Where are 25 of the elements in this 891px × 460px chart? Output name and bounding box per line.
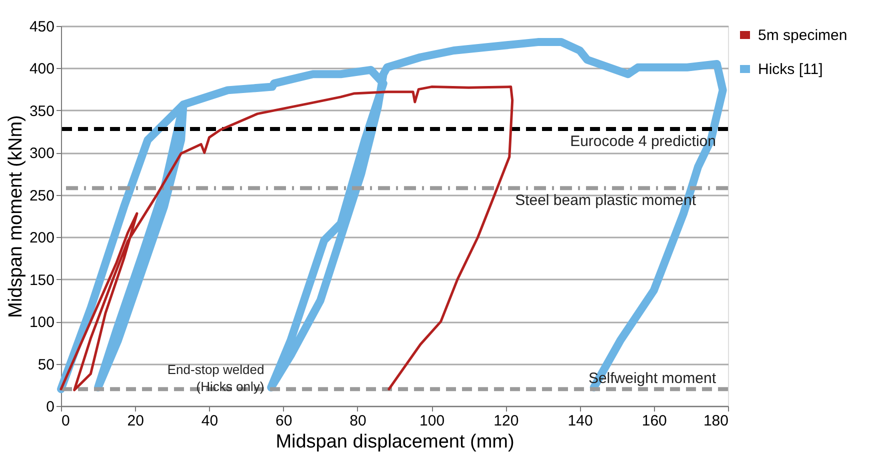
y-tick-label: 200 <box>29 230 54 247</box>
x-tick-label: 60 <box>275 412 292 430</box>
x-tick-label: 80 <box>350 412 366 430</box>
x-tick-label: 20 <box>127 412 144 430</box>
y-axis-title: Midspan moment (kNm) <box>5 115 26 318</box>
x-tick-label: 180 <box>703 412 728 430</box>
x-tick-label: 120 <box>494 412 519 430</box>
y-tick-label: 150 <box>29 272 54 289</box>
x-tick-label: 40 <box>201 412 218 430</box>
legend-label: 5m specimen <box>758 27 848 44</box>
y-tick-label: 350 <box>29 102 54 120</box>
x-tick-label: 160 <box>642 412 667 430</box>
legend-label: Hicks [11] <box>758 61 823 78</box>
x-tick-label: 100 <box>420 412 445 430</box>
y-tick-label: 50 <box>38 356 54 374</box>
annotation: End-stop welded (Hicks only) <box>167 362 264 394</box>
y-tick-label: 300 <box>29 145 54 162</box>
y-tick-label: 0 <box>46 398 54 416</box>
x-axis-title: Midspan displacement (mm) <box>276 432 514 452</box>
x-tick-label: 140 <box>568 412 593 430</box>
y-tick-label: 450 <box>29 18 54 36</box>
x-tick-label: 0 <box>62 412 70 430</box>
y-tick-label: 400 <box>29 60 54 78</box>
y-tick-label: 250 <box>29 187 54 204</box>
y-tick-label: 100 <box>29 314 54 332</box>
